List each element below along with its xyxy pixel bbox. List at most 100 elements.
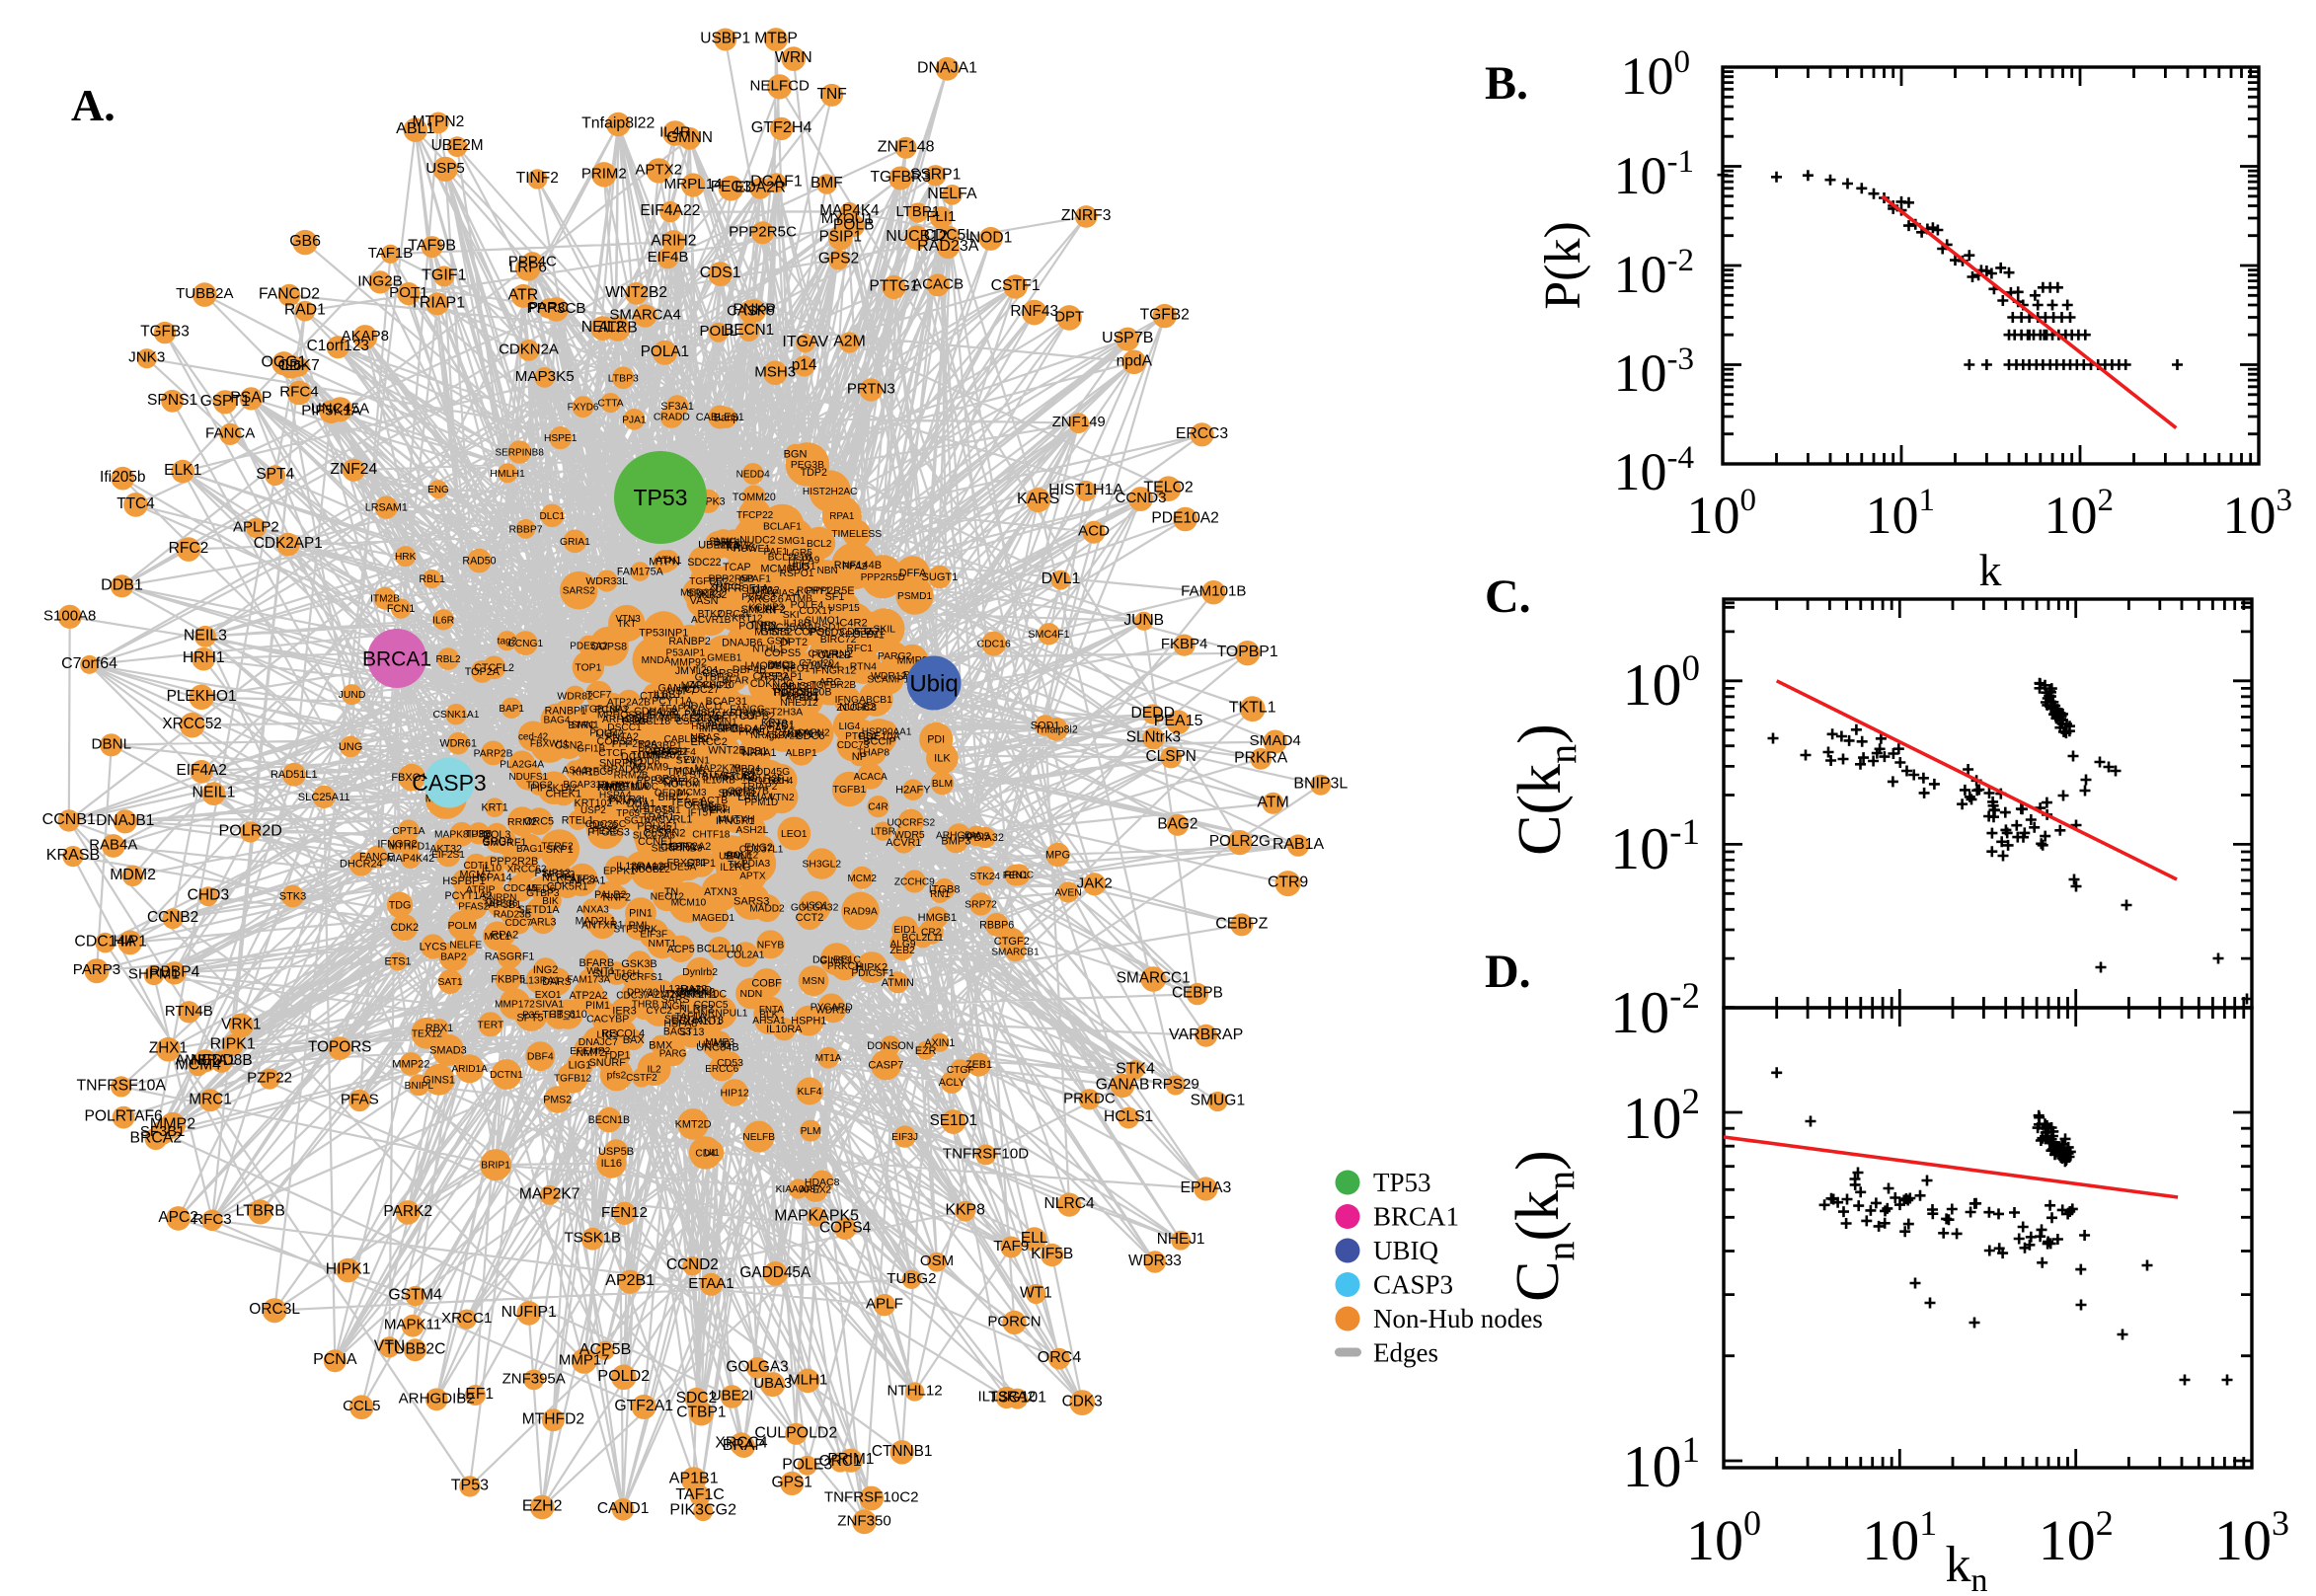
svg-text:SRP722: SRP722 xyxy=(687,589,725,600)
svg-text:MDM2: MDM2 xyxy=(110,867,156,883)
svg-text:TFAP2C: TFAP2C xyxy=(659,704,697,715)
svg-text:GTF2A2: GTF2A2 xyxy=(670,841,712,853)
svg-text:WRN: WRN xyxy=(775,49,812,66)
svg-text:ENG2: ENG2 xyxy=(744,842,773,854)
svg-text:FANCG: FANCG xyxy=(730,705,764,716)
svg-text:MCM3: MCM3 xyxy=(677,788,707,798)
svg-text:TGFB12: TGFB12 xyxy=(554,1073,592,1084)
svg-text:RPA1: RPA1 xyxy=(829,511,855,522)
svg-text:MED6: MED6 xyxy=(527,884,556,895)
svg-text:BECN1: BECN1 xyxy=(724,322,774,339)
svg-text:CTTA: CTTA xyxy=(598,399,624,410)
svg-text:FLI1: FLI1 xyxy=(926,208,956,225)
svg-text:MYOU1: MYOU1 xyxy=(821,211,874,227)
svg-text:ORC3L: ORC3L xyxy=(249,1301,300,1318)
svg-text:TELO2: TELO2 xyxy=(1143,480,1194,496)
svg-text:MCM7: MCM7 xyxy=(460,869,492,880)
svg-text:LEO1: LEO1 xyxy=(781,829,808,840)
svg-text:SETD2: SETD2 xyxy=(664,1015,696,1026)
svg-text:NBN: NBN xyxy=(816,566,837,576)
svg-text:APEX1: APEX1 xyxy=(785,692,818,704)
svg-text:CABLES2: CABLES2 xyxy=(663,734,709,745)
svg-text:KIF5B: KIF5B xyxy=(1031,1246,1073,1262)
svg-text:TDG: TDG xyxy=(389,899,412,911)
svg-text:PARP1: PARP1 xyxy=(598,780,631,791)
svg-text:CDC45: CDC45 xyxy=(503,883,537,894)
svg-text:MMP22: MMP22 xyxy=(392,1058,429,1070)
svg-text:MAPK8IP32: MAPK8IP32 xyxy=(434,830,490,841)
svg-text:RECQL4: RECQL4 xyxy=(601,1027,645,1039)
svg-text:LIG1: LIG1 xyxy=(569,1060,592,1072)
svg-text:HMGB1: HMGB1 xyxy=(918,912,957,924)
svg-text:TCAP: TCAP xyxy=(723,562,751,573)
svg-text:Dynlrb2: Dynlrb2 xyxy=(682,967,718,978)
svg-text:TNFRSF10C2: TNFRSF10C2 xyxy=(824,1489,919,1506)
svg-text:CPT1A: CPT1A xyxy=(392,826,425,837)
svg-text:ACACB: ACACB xyxy=(912,275,964,292)
svg-text:SPT4: SPT4 xyxy=(256,466,294,483)
svg-text:GRG4: GRG4 xyxy=(482,836,512,848)
svg-text:CDC25C: CDC25C xyxy=(585,819,627,830)
svg-text:COPS8: COPS8 xyxy=(591,641,627,652)
svg-text:PPA2: PPA2 xyxy=(842,562,867,572)
svg-text:COL2A1: COL2A1 xyxy=(727,950,765,961)
svg-text:HCLS1: HCLS1 xyxy=(1104,1108,1153,1125)
svg-text:FAM173A: FAM173A xyxy=(567,974,610,985)
svg-text:A2M: A2M xyxy=(833,333,865,349)
svg-text:WDR82: WDR82 xyxy=(557,692,593,703)
svg-text:DEDD: DEDD xyxy=(1130,705,1174,722)
svg-text:10-2: 10-2 xyxy=(1610,976,1700,1045)
svg-text:MMP3: MMP3 xyxy=(705,1037,734,1048)
svg-text:DLC1: DLC1 xyxy=(540,511,566,522)
svg-text:PIM1: PIM1 xyxy=(585,1000,610,1012)
svg-text:NEDD8: NEDD8 xyxy=(626,756,660,767)
svg-text:PDE10A: PDE10A xyxy=(859,731,901,743)
svg-text:EIF4B: EIF4B xyxy=(648,249,689,266)
svg-text:FKBP5: FKBP5 xyxy=(491,974,525,986)
svg-text:PSMD1: PSMD1 xyxy=(897,591,932,602)
svg-text:VRK1: VRK1 xyxy=(221,1017,262,1033)
svg-text:PEG3B: PEG3B xyxy=(791,460,824,471)
svg-text:ARL3: ARL3 xyxy=(530,917,557,929)
svg-text:BRIP1: BRIP1 xyxy=(481,1161,510,1172)
svg-text:APOA1: APOA1 xyxy=(752,723,788,735)
svg-text:BACH1: BACH1 xyxy=(722,788,756,799)
svg-text:Ifi204: Ifi204 xyxy=(693,665,719,676)
svg-text:10-2: 10-2 xyxy=(1614,243,1695,304)
svg-text:DPT: DPT xyxy=(1054,309,1084,325)
svg-text:Non-Hub nodes: Non-Hub nodes xyxy=(1373,1304,1543,1333)
svg-text:NUFIP1: NUFIP1 xyxy=(502,1304,557,1321)
svg-text:CCNB1: CCNB1 xyxy=(42,811,96,828)
svg-text:APTX: APTX xyxy=(739,872,766,882)
svg-text:BCL2L14: BCL2L14 xyxy=(674,713,720,724)
svg-text:PRKCH: PRKCH xyxy=(827,961,862,972)
svg-text:IL4R: IL4R xyxy=(659,125,691,141)
svg-text:POLD3: POLD3 xyxy=(809,627,844,639)
svg-text:UBA3: UBA3 xyxy=(753,1376,792,1392)
svg-text:JNK3: JNK3 xyxy=(128,349,165,366)
svg-text:RCHY1: RCHY1 xyxy=(797,586,831,597)
svg-text:NOTUM: NOTUM xyxy=(664,779,701,790)
svg-text:USF2: USF2 xyxy=(702,804,729,815)
svg-text:ZNF149: ZNF149 xyxy=(1052,414,1106,430)
svg-text:GTF2A1: GTF2A1 xyxy=(614,1398,673,1414)
svg-text:LTBP1: LTBP1 xyxy=(895,203,940,220)
svg-text:DNAJB6: DNAJB6 xyxy=(722,637,762,648)
svg-text:TAF9B: TAF9B xyxy=(408,237,456,255)
svg-text:SMARCA4: SMARCA4 xyxy=(609,307,681,324)
svg-text:UQCRFS1: UQCRFS1 xyxy=(614,972,663,983)
svg-text:ARHGDIB2: ARHGDIB2 xyxy=(399,1390,475,1406)
svg-text:CULPOLD2: CULPOLD2 xyxy=(754,1424,837,1441)
svg-text:POLD1: POLD1 xyxy=(845,629,880,641)
svg-text:Tnfaip8l22: Tnfaip8l22 xyxy=(581,115,655,132)
svg-text:PML: PML xyxy=(629,920,651,932)
svg-text:FAM101B: FAM101B xyxy=(1181,583,1246,600)
svg-text:JUND: JUND xyxy=(339,690,366,701)
svg-text:SARSB: SARSB xyxy=(690,715,724,725)
svg-text:CDH3: CDH3 xyxy=(644,824,671,835)
svg-text:TSG101: TSG101 xyxy=(988,1390,1046,1406)
svg-text:CSNK1A1: CSNK1A1 xyxy=(433,710,480,721)
svg-text:PTTG1: PTTG1 xyxy=(870,278,919,295)
svg-text:DNAJC7: DNAJC7 xyxy=(579,1037,618,1048)
svg-text:RBL2: RBL2 xyxy=(435,654,460,665)
